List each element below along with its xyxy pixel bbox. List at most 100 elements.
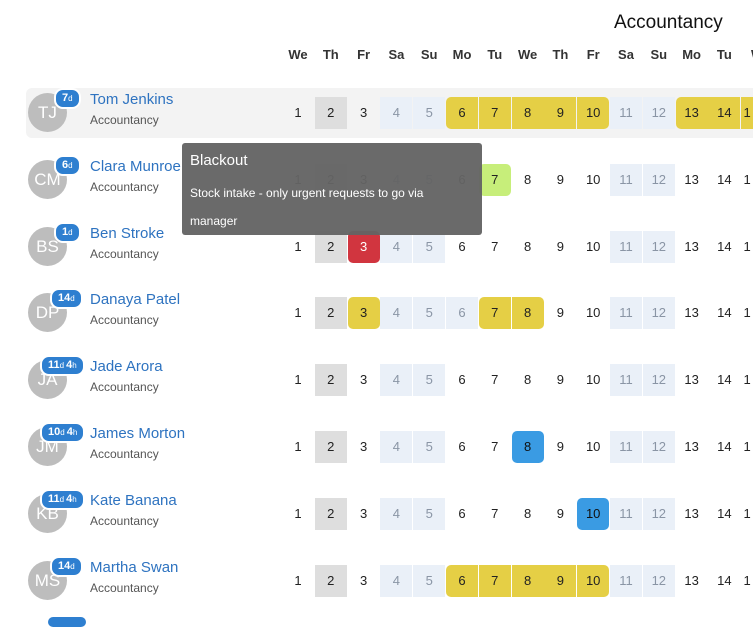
staff-name-link[interactable]: Ben Stroke (90, 224, 165, 242)
day-cell[interactable]: 13 (684, 439, 699, 454)
day-cell[interactable]: 13 (684, 305, 699, 321)
day-cell[interactable]: 11 (610, 97, 642, 129)
day-cell[interactable]: 10 (585, 238, 601, 254)
day-cell[interactable]: 1 (294, 505, 302, 521)
day-cell[interactable]: 11 (610, 297, 642, 330)
day-cell[interactable]: 2 (314, 97, 347, 129)
staff-name-link[interactable]: Martha Swan (90, 558, 179, 576)
day-cell[interactable]: 11 (610, 230, 642, 263)
day-cell[interactable]: 1 (743, 505, 751, 521)
day-cell[interactable]: 8 (511, 97, 544, 129)
day-cell[interactable]: 4 (380, 431, 413, 463)
day-cell[interactable]: 1 (743, 372, 751, 388)
day-cell[interactable]: 11 (610, 497, 642, 530)
day-cell[interactable]: 7 (478, 163, 511, 196)
staff-name-link[interactable]: Danaya Patel (90, 291, 181, 309)
day-cell[interactable]: 11 (610, 431, 642, 463)
day-cell[interactable]: 2 (314, 297, 347, 330)
staff-row[interactable]: DP 14d Danaya Patel Accountancy 1 2 3 4 5 6 7 8 9 10 1… (0, 288, 753, 338)
day-cell[interactable]: 3 (359, 439, 368, 454)
day-cell[interactable]: 5 (413, 364, 446, 397)
day-cell[interactable]: 13 (684, 572, 699, 588)
day-cell[interactable]: 7 (478, 97, 511, 129)
day-cell[interactable]: 9 (556, 372, 564, 388)
day-cell[interactable]: 12 (642, 364, 675, 397)
day-cell[interactable]: 1 (743, 305, 751, 321)
day-cell[interactable]: 5 (413, 97, 446, 129)
day-cell[interactable]: 4 (380, 230, 413, 263)
day-cell[interactable]: 3 (359, 105, 368, 120)
staff-name-link[interactable]: James Morton (90, 425, 186, 442)
day-cell[interactable]: 12 (642, 564, 675, 597)
day-cell[interactable]: 1 (743, 572, 751, 588)
day-cell[interactable]: 10 (577, 564, 610, 597)
day-cell[interactable]: 2 (314, 564, 347, 597)
staff-name-link[interactable]: Jade Arora (90, 358, 163, 376)
day-cell[interactable]: 10 (585, 171, 601, 187)
day-cell[interactable]: 5 (413, 564, 446, 597)
day-cell[interactable]: 5 (413, 297, 446, 330)
staff-name-link[interactable]: Clara Munroe (90, 157, 181, 175)
staff-row[interactable]: JA 11d 4h Jade Arora Accountancy 1 2 3 4 5 6 7 8 9 10 1… (0, 355, 753, 405)
day-cell[interactable]: 13 (684, 171, 699, 187)
day-cell[interactable]: 11 (610, 564, 642, 597)
staff-name-link[interactable]: Tom Jenkins (90, 91, 174, 108)
day-cell[interactable]: 7 (491, 238, 499, 254)
day-cell[interactable]: 4 (380, 297, 413, 330)
day-cell[interactable]: 11 (610, 364, 642, 397)
day-cell[interactable]: 6 (446, 97, 478, 129)
day-cell[interactable]: 12 (642, 431, 675, 463)
day-cell[interactable]: 8 (523, 505, 532, 521)
day-cell[interactable]: 14 (717, 171, 732, 187)
day-cell[interactable]: 1 (743, 171, 751, 187)
day-cell[interactable]: 12 (642, 163, 675, 196)
day-cell[interactable]: 6 (458, 505, 466, 521)
day-cell[interactable]: 1 (294, 572, 302, 588)
day-cell[interactable]: 3 (359, 505, 368, 521)
day-cell[interactable]: 2 (314, 230, 347, 263)
day-cell[interactable]: 1 (743, 238, 751, 254)
day-cell[interactable]: 10 (577, 497, 610, 530)
day-cell[interactable]: 14 (717, 572, 732, 588)
day-cell[interactable]: 5 (413, 230, 446, 263)
day-cell[interactable]: 6 (458, 439, 466, 454)
staff-row[interactable]: TJ 7d Tom Jenkins Accountancy 1 2 3 4 5 6 7 8 9 10 11 1… (0, 88, 753, 138)
day-cell[interactable]: 7 (478, 564, 511, 597)
day-cell[interactable]: 5 (413, 497, 446, 530)
day-cell[interactable]: 6 (446, 297, 478, 330)
day-cell[interactable]: 6 (458, 238, 466, 254)
day-cell[interactable]: 4 (380, 97, 413, 129)
day-cell[interactable]: 9 (544, 564, 577, 597)
day-cell[interactable]: 14 (717, 439, 732, 454)
day-cell[interactable]: 3 (359, 372, 368, 388)
day-cell[interactable]: 1 (743, 439, 751, 454)
day-cell[interactable]: 5 (413, 431, 446, 463)
day-cell[interactable]: 13 (684, 372, 699, 388)
day-cell[interactable]: 12 (642, 497, 675, 530)
staff-row[interactable]: BS 1d Ben Stroke Accountancy 1 2 3 4 5 6 7 8 9 10 11 12… (0, 221, 753, 272)
day-cell[interactable]: 4 (380, 564, 413, 597)
staff-row[interactable]: MS 14d Martha Swan Accountancy 1 2 3 4 5 6 7 8 9 10 11… (0, 555, 753, 606)
day-cell[interactable]: 14 (717, 305, 732, 321)
day-cell[interactable]: 12 (642, 230, 675, 263)
day-cell[interactable]: 12 (642, 97, 675, 129)
day-cell[interactable]: 9 (544, 97, 577, 129)
day-cell[interactable]: 13 (675, 97, 708, 129)
staff-row[interactable]: KB 11d 4h Kate Banana Accountancy 1 2 3 4 5 6 7 8 9 10… (0, 488, 753, 539)
day-cell[interactable]: 8 (523, 238, 532, 254)
day-cell[interactable]: 1 (294, 238, 302, 254)
day-cell[interactable]: 4 (380, 497, 413, 530)
day-cell[interactable]: 9 (556, 171, 564, 187)
day-cell[interactable]: 10 (585, 439, 601, 454)
day-cell[interactable]: 1 (294, 372, 302, 388)
day-cell[interactable]: 2 (314, 497, 347, 530)
day-cell[interactable]: 9 (556, 439, 564, 454)
day-cell[interactable]: 7 (491, 505, 499, 521)
day-cell[interactable]: 9 (556, 305, 564, 321)
day-cell[interactable]: 14 (717, 505, 732, 521)
day-cell[interactable]: 1 (294, 105, 302, 120)
day-cell[interactable]: 1 (294, 305, 302, 321)
staff-name-link[interactable]: Kate Banana (90, 491, 177, 509)
day-cell[interactable]: 7 (491, 439, 499, 454)
day-cell[interactable]: 10 (585, 372, 601, 388)
